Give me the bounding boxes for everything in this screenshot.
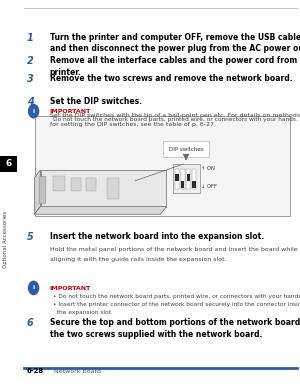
Text: • Do not touch the network board parts, printed wire, or connectors with your ha: • Do not touch the network board parts, … — [52, 294, 300, 299]
Bar — [70, 178, 81, 191]
Bar — [175, 174, 178, 181]
Text: Insert the network board into the expansion slot.: Insert the network board into the expans… — [50, 232, 264, 240]
Text: 6: 6 — [5, 159, 11, 168]
Text: ↑ ON: ↑ ON — [201, 166, 215, 171]
Text: Network Board: Network Board — [54, 369, 101, 374]
Text: Hold the metal panel portions of the network board and insert the board while: Hold the metal panel portions of the net… — [50, 247, 297, 252]
Bar — [181, 169, 184, 189]
Bar — [106, 178, 119, 199]
Text: Turn the printer and computer OFF, remove the USB cable,: Turn the printer and computer OFF, remov… — [50, 33, 300, 42]
Bar — [0, 156, 16, 172]
Text: DIP switches: DIP switches — [169, 147, 203, 152]
Bar — [192, 181, 196, 188]
FancyBboxPatch shape — [172, 164, 200, 193]
Circle shape — [28, 281, 39, 295]
Text: IMPORTANT: IMPORTANT — [50, 286, 91, 291]
Text: Do not touch the network board parts, printed wire, or connectors with your hand: Do not touch the network board parts, pr… — [52, 117, 297, 122]
Bar — [192, 169, 196, 189]
Text: and then disconnect the power plug from the AC power outlet.: and then disconnect the power plug from … — [50, 44, 300, 53]
Text: 6-28: 6-28 — [27, 367, 44, 374]
Text: Set the DIP switches with the tip of a ball-point pen etc. For details on method: Set the DIP switches with the tip of a b… — [50, 113, 299, 118]
FancyBboxPatch shape — [34, 116, 290, 216]
Text: 2: 2 — [27, 56, 33, 66]
Text: ↓ OFF: ↓ OFF — [201, 184, 217, 189]
Bar — [186, 169, 190, 189]
Text: Remove the two screws and remove the network board.: Remove the two screws and remove the net… — [50, 74, 292, 83]
Text: for setting the DIP switches, see the table of p. 6-27.: for setting the DIP switches, see the ta… — [50, 122, 215, 127]
Text: the two screws supplied with the network board.: the two screws supplied with the network… — [50, 330, 262, 339]
Text: 3: 3 — [27, 74, 33, 84]
Text: 1: 1 — [27, 33, 33, 43]
Text: Secure the top and bottom portions of the network board with: Secure the top and bottom portions of th… — [50, 318, 300, 327]
Text: Remove all the interface cables and the power cord from the: Remove all the interface cables and the … — [50, 56, 300, 65]
Text: aligning it with the guide rails inside the expansion slot.: aligning it with the guide rails inside … — [50, 257, 226, 262]
Text: 4: 4 — [27, 97, 33, 107]
Bar — [85, 178, 96, 191]
Text: IMPORTANT: IMPORTANT — [50, 109, 91, 114]
Bar — [181, 181, 184, 188]
Text: 5: 5 — [27, 232, 33, 242]
Text: Set the DIP switches.: Set the DIP switches. — [50, 97, 142, 106]
Polygon shape — [34, 170, 40, 214]
Bar — [175, 169, 179, 189]
Text: i: i — [32, 286, 35, 290]
FancyBboxPatch shape — [40, 170, 166, 207]
Text: printer.: printer. — [50, 68, 81, 76]
Text: i: i — [32, 109, 35, 113]
Bar — [187, 174, 190, 181]
Circle shape — [28, 104, 39, 119]
Text: the expansion slot.: the expansion slot. — [52, 310, 112, 315]
Bar — [39, 176, 45, 203]
Text: • Insert the printer connector of the network board securely into the connector : • Insert the printer connector of the ne… — [52, 302, 300, 307]
Bar — [52, 176, 64, 191]
Text: Optional Accessories: Optional Accessories — [3, 211, 8, 268]
Text: 6: 6 — [27, 318, 33, 328]
Polygon shape — [34, 207, 167, 214]
